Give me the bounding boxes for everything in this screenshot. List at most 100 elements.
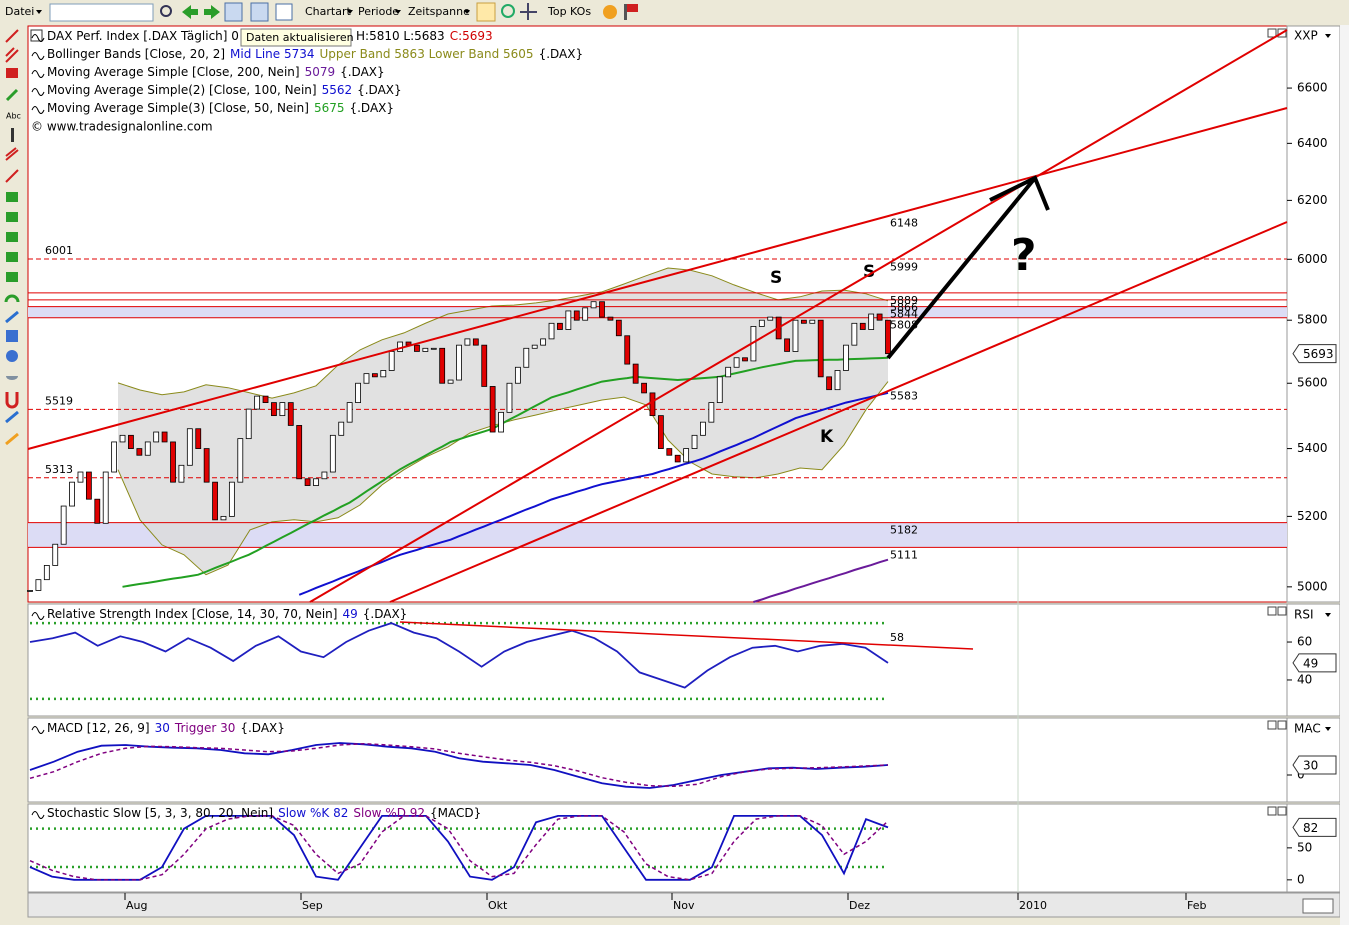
tool-icon[interactable] [6, 330, 18, 342]
candle [885, 319, 891, 355]
legend-entry: DAX Perf. Index [.DAX Täglich] 0 H:5810 L… [47, 29, 493, 43]
candle [590, 301, 597, 309]
menu[interactable]: Datei [5, 5, 34, 18]
tool-icon[interactable] [4, 294, 20, 303]
search-box[interactable] [49, 3, 154, 22]
legend-text: C:5693 [450, 29, 493, 43]
candle [834, 370, 841, 391]
tool-icon[interactable] [5, 147, 19, 161]
legend-icon [31, 52, 45, 60]
tool-icon[interactable] [5, 392, 19, 409]
tool-icon[interactable] [5, 88, 19, 102]
tool-icon[interactable] [5, 310, 19, 324]
tool-icon[interactable] [6, 350, 18, 362]
candle [52, 543, 59, 566]
properties-icon[interactable] [275, 3, 293, 21]
crosshair-tool[interactable] [520, 3, 537, 20]
legend-text: 49 [342, 607, 357, 621]
save-icon[interactable] [250, 2, 269, 22]
tool-icon[interactable] [6, 212, 18, 222]
candle [245, 408, 252, 440]
window-button[interactable] [1267, 28, 1277, 38]
level-label: 6001 [45, 244, 73, 257]
legend-text: {.DAX} [240, 721, 285, 735]
candle [472, 338, 479, 346]
window-button[interactable] [1277, 28, 1287, 38]
candle [203, 448, 210, 483]
dropdown-arrow [1325, 613, 1331, 617]
window-button[interactable] [1277, 606, 1287, 616]
tool-icon[interactable] [6, 192, 18, 202]
tool-icon[interactable] [6, 252, 18, 262]
scrollbar[interactable] [1340, 25, 1349, 925]
y-tick-label: 0 [1297, 872, 1305, 886]
menu[interactable]: Periode [358, 5, 399, 18]
window-button[interactable] [1267, 606, 1277, 616]
y-tick-label: 5400 [1297, 441, 1328, 455]
tooltip [240, 28, 352, 47]
tool-icon[interactable] [6, 68, 18, 78]
tool-icon[interactable] [5, 47, 19, 63]
menu[interactable]: Top KOs [547, 5, 591, 18]
candle [456, 344, 462, 381]
legend-icon [31, 612, 45, 620]
y-tick-label: 6200 [1297, 193, 1328, 207]
indicator-line [29, 622, 889, 689]
candle [430, 347, 437, 350]
y-tick-label: 5200 [1297, 509, 1328, 523]
window-button[interactable] [1267, 806, 1277, 816]
candle [464, 338, 471, 346]
tool-icon[interactable] [5, 29, 19, 43]
candle [254, 395, 261, 410]
candle [624, 335, 631, 365]
legend-text: Trigger 30 [174, 721, 235, 735]
tool-icon[interactable] [6, 272, 18, 282]
x-tick-label: Nov [673, 899, 695, 912]
tool-icon[interactable] [5, 169, 19, 183]
menu[interactable]: Chartart [305, 5, 351, 18]
indicator-line [29, 742, 889, 789]
candle [271, 402, 277, 417]
tool-icon[interactable] [11, 128, 14, 142]
legend-text: 5079 [305, 65, 336, 79]
candle [262, 395, 269, 403]
window-button[interactable] [1277, 806, 1287, 816]
legend-icon [31, 811, 45, 819]
candle [178, 464, 185, 483]
help-icon[interactable] [603, 5, 617, 19]
legend-text: H:5810 L:5683 [356, 29, 445, 43]
tool-icon[interactable] [5, 432, 19, 446]
refresh-icon[interactable] [224, 2, 243, 22]
candle [582, 307, 589, 321]
axis-label: RSI [1294, 608, 1314, 622]
x-tick-label: Feb [1187, 899, 1206, 912]
tool-icon[interactable] [5, 410, 19, 424]
candle [329, 434, 336, 473]
candle [161, 431, 168, 443]
x-tick-label: Aug [126, 899, 147, 912]
forward-icon[interactable] [204, 5, 220, 19]
window-button[interactable] [1267, 720, 1277, 730]
candle [296, 425, 303, 480]
candle [212, 481, 218, 521]
candle [346, 402, 353, 423]
axis-label: MAC [1294, 722, 1321, 736]
menu[interactable]: Zeitspanne [408, 5, 470, 18]
legend-text: Moving Average Simple(2) [Close, 100, Ne… [47, 83, 317, 97]
tool-icon[interactable] [6, 376, 18, 380]
zoom-control[interactable] [1302, 898, 1334, 914]
candle [355, 382, 361, 403]
pointer-tool[interactable] [476, 2, 496, 22]
zoom-tool[interactable] [501, 4, 515, 18]
trend-line [389, 221, 1288, 603]
band-line [117, 267, 889, 399]
back-icon[interactable] [182, 5, 198, 19]
flag-icon[interactable] [627, 4, 638, 12]
candle [809, 319, 816, 324]
window-button[interactable] [1277, 720, 1287, 730]
tool-icon[interactable] [6, 232, 18, 242]
candle [540, 338, 547, 346]
legend-text: Upper Band 5863 Lower Band 5605 [320, 47, 534, 61]
tool-icon[interactable]: Abc [6, 112, 21, 121]
zoom-icon[interactable] [160, 5, 172, 17]
